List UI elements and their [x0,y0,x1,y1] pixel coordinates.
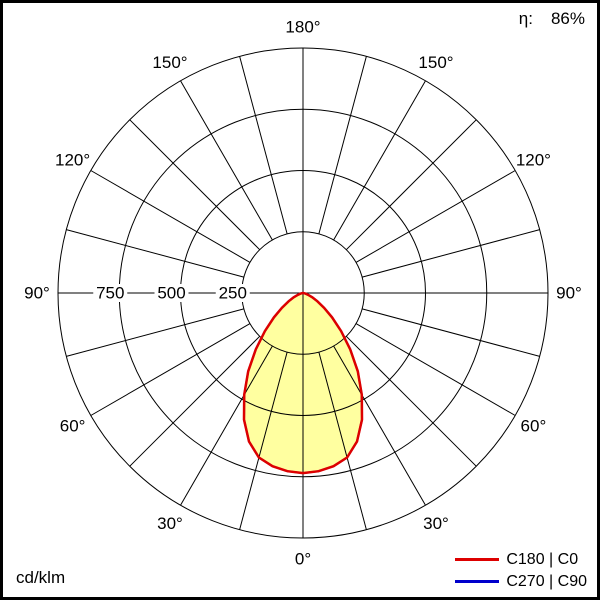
angle-label-120°: 120° [516,151,551,170]
angle-label-150°-left: 150° [152,53,187,72]
grid-radial-225 [129,119,261,251]
angle-label-180°: 180° [285,18,320,37]
angle-label-120°-left: 120° [55,151,90,170]
units-label: cd/klm [16,568,66,587]
legend-label-c270-c90: C270 | C90 [506,572,587,590]
grid-radial-240 [90,170,251,263]
angle-label-60°: 60° [521,417,547,436]
grid-radial-210 [180,80,273,241]
radial-tick-label-250: 250 [219,284,247,303]
angle-label-30°-left: 30° [157,514,183,533]
grid-radial-135 [345,119,477,251]
grid-radial-30 [333,345,426,506]
grid-radial-45 [345,335,477,467]
angle-label-0°: 0° [295,550,311,569]
angle-label-150°: 150° [418,53,453,72]
legend-item-c180-c0: C180 | C0 [455,551,587,568]
legend-line-c180-c0 [455,558,500,561]
legend-label-c180-c0: C180 | C0 [506,550,579,568]
legend: C180 | C0 C270 | C90 [455,551,587,590]
grid-radial-330 [180,345,273,506]
grid-radial-15 [318,352,367,530]
angle-label-30°: 30° [423,514,449,533]
angle-label-60°-left: 60° [60,417,86,436]
radial-tick-bg-500 [154,284,189,302]
grid-radial-105 [362,229,540,278]
grid-radial-75 [362,308,540,357]
efficiency-label: η: [518,9,533,28]
radial-tick-bg-750 [93,284,128,302]
grid-radial-345 [239,352,288,530]
efficiency-readout: η: 86% [519,9,585,29]
grid-radial-300 [90,323,251,416]
grid-radial-120 [355,170,516,263]
efficiency-value: 86% [550,9,585,28]
grid-radial-315 [129,335,261,467]
curve-c180-c0 [242,291,364,475]
angle-label-90°-left: 90° [24,284,50,303]
grid-radial-285 [66,308,244,357]
grid-radial-255 [66,229,244,278]
radial-tick-bg-250 [215,284,250,302]
grid-radial-195 [239,56,288,234]
legend-item-c270-c90: C270 | C90 [455,573,587,590]
legend-line-c270-c90 [455,580,500,583]
grid-radial-165 [318,56,367,234]
angle-label-90°: 90° [556,284,582,303]
polar-chart-canvas: 250 500 750 0° 30° 30° 60° 60° 90° 90° 120° 120° 150… [24,18,582,569]
radial-tick-label-500: 500 [157,284,185,303]
grid-radial-150 [333,80,426,241]
grid-radial-60 [355,323,516,416]
radial-tick-label-750: 750 [96,284,124,303]
